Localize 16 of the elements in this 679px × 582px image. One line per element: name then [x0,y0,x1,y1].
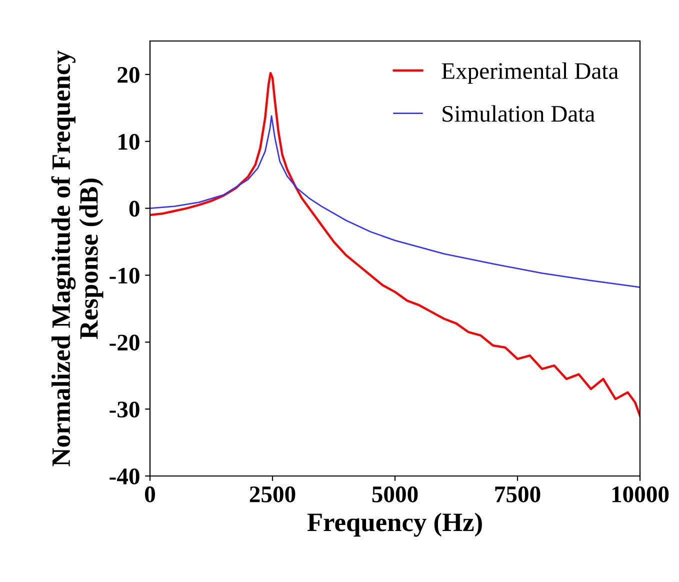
legend-label: Experimental Data [442,62,618,84]
y-tick-label: -40 [110,468,140,484]
x-tick-label: 10000 [612,486,669,502]
y-tick-label: 20 [118,66,140,83]
x-tick-label: 7500 [495,486,540,502]
y-tick-label: -30 [110,402,140,418]
x-axis-title: Frequency (Hz) [307,512,482,537]
x-tick-label: 2500 [250,486,296,502]
y-tick-label: 0 [129,200,140,217]
x-tick-label: 5000 [372,486,418,502]
legend-label: Simulation Data [442,105,595,122]
y-axis-title: Normalized Magnitude of Frequency Response (dB) [51,50,104,466]
x-tick-label: 0 [144,486,156,502]
y-tick-label: 10 [118,134,140,150]
y-tick-label: -10 [110,268,140,284]
y-tick-label: -20 [110,334,140,351]
